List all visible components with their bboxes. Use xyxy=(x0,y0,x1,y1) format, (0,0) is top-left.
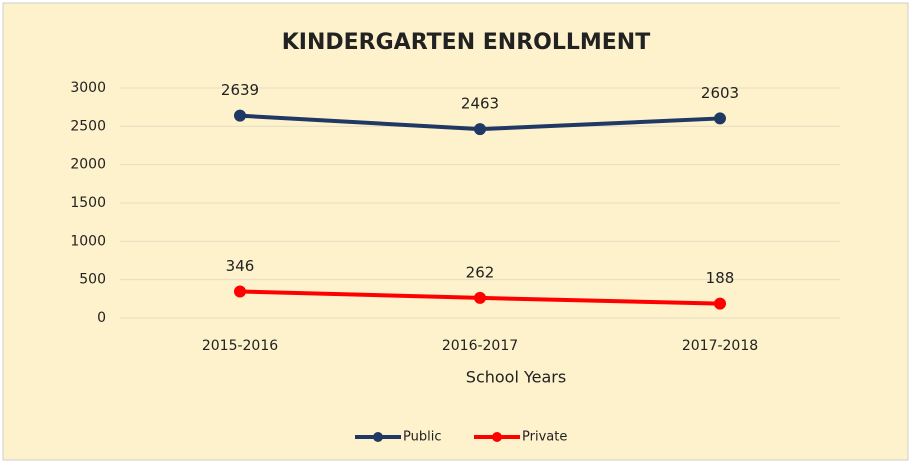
y-tick-label: 1000 xyxy=(70,233,106,249)
data-label: 2639 xyxy=(221,81,259,99)
y-tick-label: 2500 xyxy=(70,118,106,134)
marker xyxy=(474,291,486,304)
legend-marker xyxy=(373,432,383,442)
data-label: 2463 xyxy=(461,95,499,113)
x-axis-label: School Years xyxy=(466,368,566,387)
marker xyxy=(714,297,726,310)
chart-title: KINDERGARTEN ENROLLMENT xyxy=(282,30,650,55)
legend-label: Private xyxy=(522,430,567,445)
y-tick-label: 2000 xyxy=(70,157,106,173)
x-tick-label: 2016-2017 xyxy=(442,338,518,354)
data-label: 2603 xyxy=(701,84,739,102)
x-tick-label: 2017-2018 xyxy=(682,338,758,354)
data-label: 346 xyxy=(226,257,255,275)
y-tick-label: 500 xyxy=(79,272,106,288)
marker xyxy=(714,112,726,125)
data-label: 188 xyxy=(706,269,735,287)
y-tick-label: 1500 xyxy=(70,195,106,211)
y-tick-label: 3000 xyxy=(70,80,106,96)
legend-label: Public xyxy=(403,430,441,445)
y-tick-label: 0 xyxy=(97,310,106,326)
marker xyxy=(234,109,246,122)
marker xyxy=(234,285,246,298)
legend-marker xyxy=(492,432,502,442)
x-tick-label: 2015-2016 xyxy=(202,338,278,354)
marker xyxy=(474,123,486,136)
data-label: 262 xyxy=(466,263,495,281)
